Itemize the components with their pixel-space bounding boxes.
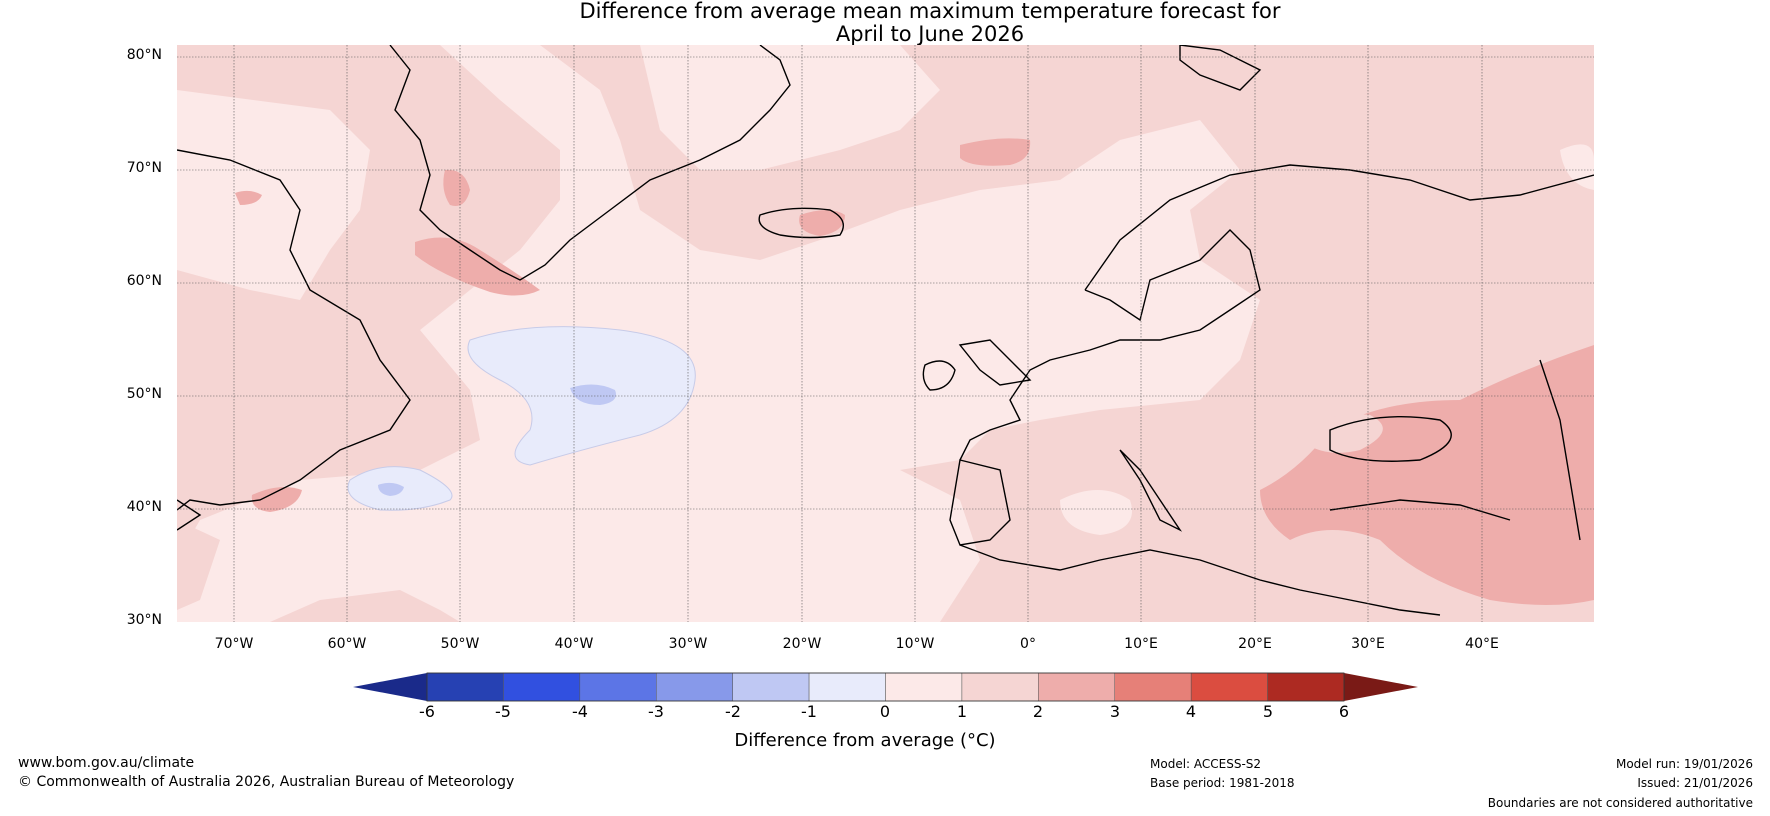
anomaly-zone-0-1 <box>177 90 370 300</box>
anomaly-zone-0-1 <box>177 45 1260 622</box>
colorbar-tick: 2 <box>1032 702 1044 721</box>
turkey-coast <box>1329 499 1511 521</box>
lat-label-70n: 70°N <box>126 160 162 176</box>
colorbar-tick: -1 <box>801 702 817 721</box>
colorbar-tick: -5 <box>495 702 511 721</box>
anomaly-zone-1-2 <box>1295 414 1383 453</box>
footer-base-period: Base period: 1981-2018 <box>1150 776 1295 790</box>
black-sea-coast <box>1329 415 1452 462</box>
colorbar <box>353 672 1418 702</box>
scandinavia-north-coast <box>1084 164 1594 291</box>
title-line-2: April to June 2026 <box>835 22 1025 46</box>
lon-label-10e: 10°E <box>1124 636 1158 652</box>
svalbard-coast <box>1179 45 1262 91</box>
gridlines <box>177 45 1594 622</box>
lon-label-40e: 40°E <box>1465 636 1499 652</box>
colorbar-segment <box>503 672 581 702</box>
footer-website: www.bom.gov.au/climate <box>18 755 195 771</box>
colorbar-tick: 5 <box>1262 702 1274 721</box>
lon-label-30w: 30°W <box>668 636 708 652</box>
anomaly-zone-1-2 <box>177 520 220 610</box>
footer-model-run: Model run: 19/01/2026 <box>1615 757 1753 771</box>
anomaly-zone-0-1 <box>1100 150 1172 195</box>
anomaly-zone-2-3 <box>443 169 470 206</box>
anomaly-zone-1-2 <box>270 590 460 622</box>
colorbar-tick: -2 <box>725 702 741 721</box>
lon-label-70w: 70°W <box>214 636 254 652</box>
greenland-coast <box>389 45 791 281</box>
map-title: Difference from average mean maximum tem… <box>0 0 1770 46</box>
anomaly-zone-2-3 <box>960 138 1031 166</box>
colorbar-segment <box>885 672 963 702</box>
colorbar-segment <box>1038 672 1116 702</box>
lon-label-0: 0° <box>1020 636 1036 652</box>
anomaly-zone-2-3 <box>799 210 845 236</box>
lon-label-30e: 30°E <box>1351 636 1385 652</box>
colorbar-segment <box>656 672 733 702</box>
anomaly-zone-2-3 <box>415 237 540 296</box>
colorbar-over-arrow <box>1344 673 1418 701</box>
north-america-coast <box>177 149 411 511</box>
anomaly-zone-minus2-minus1 <box>570 384 616 405</box>
lon-label-10w: 10°W <box>895 636 935 652</box>
colorbar-under-arrow <box>353 673 427 701</box>
iceland-coast <box>758 207 844 239</box>
colorbar-tick: 3 <box>1109 702 1121 721</box>
colorbar-segment <box>426 672 504 702</box>
lon-label-20e: 20°E <box>1238 636 1272 652</box>
colorbar-tick: -4 <box>572 702 588 721</box>
lat-label-30n: 30°N <box>126 612 162 628</box>
colorbar-segments <box>426 672 1345 702</box>
lat-label-40n: 40°N <box>126 499 162 515</box>
colorbar-tick: 1 <box>956 702 968 721</box>
title-line-1: Difference from average mean maximum tem… <box>579 0 1281 23</box>
footer-copyright: © Commonwealth of Australia 2026, Austra… <box>18 774 515 790</box>
colorbar-tick: 6 <box>1338 702 1350 721</box>
anomaly-zone-2-3 <box>235 190 262 205</box>
lon-label-40w: 40°W <box>554 636 594 652</box>
north-america-coast-2 <box>177 499 202 531</box>
colorbar-frame <box>426 672 1345 702</box>
anomaly-zone-0-1 <box>1060 490 1132 535</box>
lon-label-20w: 20°W <box>782 636 822 652</box>
caspian-coast <box>1539 359 1581 541</box>
lat-label-80n: 80°N <box>126 47 162 63</box>
europe-north-coast <box>959 229 1261 461</box>
colorbar-tick: -3 <box>648 702 664 721</box>
colorbar-segment <box>1267 672 1345 702</box>
lat-label-50n: 50°N <box>126 386 162 402</box>
footer-issued: Issued: 21/01/2026 <box>1637 776 1753 790</box>
colorbar-tick: 4 <box>1185 702 1197 721</box>
colorbar-segment <box>732 672 810 702</box>
lon-label-50w: 50°W <box>440 636 480 652</box>
anomaly-zone-minus2-minus1 <box>378 482 404 496</box>
colorbar-segment <box>579 672 657 702</box>
lon-label-60w: 60°W <box>327 636 367 652</box>
iberia-coast <box>949 459 1011 546</box>
colorbar-segment <box>1190 672 1268 702</box>
colorbar-segment <box>961 672 1039 702</box>
great-britain-coast <box>958 339 1032 386</box>
anomaly-zone-2-3 <box>251 486 302 512</box>
colorbar-segment <box>808 672 886 702</box>
anomaly-zone-0-1 <box>1560 144 1594 190</box>
north-africa-coast <box>959 544 1441 616</box>
italy-coast <box>1119 449 1183 532</box>
ireland-coast <box>922 360 956 391</box>
colorbar-tick: 0 <box>879 702 891 721</box>
coastlines <box>177 45 1594 616</box>
anomaly-zone-0-1 <box>640 45 940 170</box>
footer-disclaimer: Boundaries are not considered authoritat… <box>1487 796 1753 810</box>
colorbar-segment <box>1114 672 1192 702</box>
lat-label-60n: 60°N <box>126 273 162 289</box>
colorbar-tick: -6 <box>419 702 435 721</box>
footer-model: Model: ACCESS-S2 <box>1150 757 1262 771</box>
colorbar-label: Difference from average (°C) <box>734 730 996 751</box>
anomaly-zone-2-3 <box>1260 345 1594 605</box>
anomaly-field <box>177 45 1594 622</box>
